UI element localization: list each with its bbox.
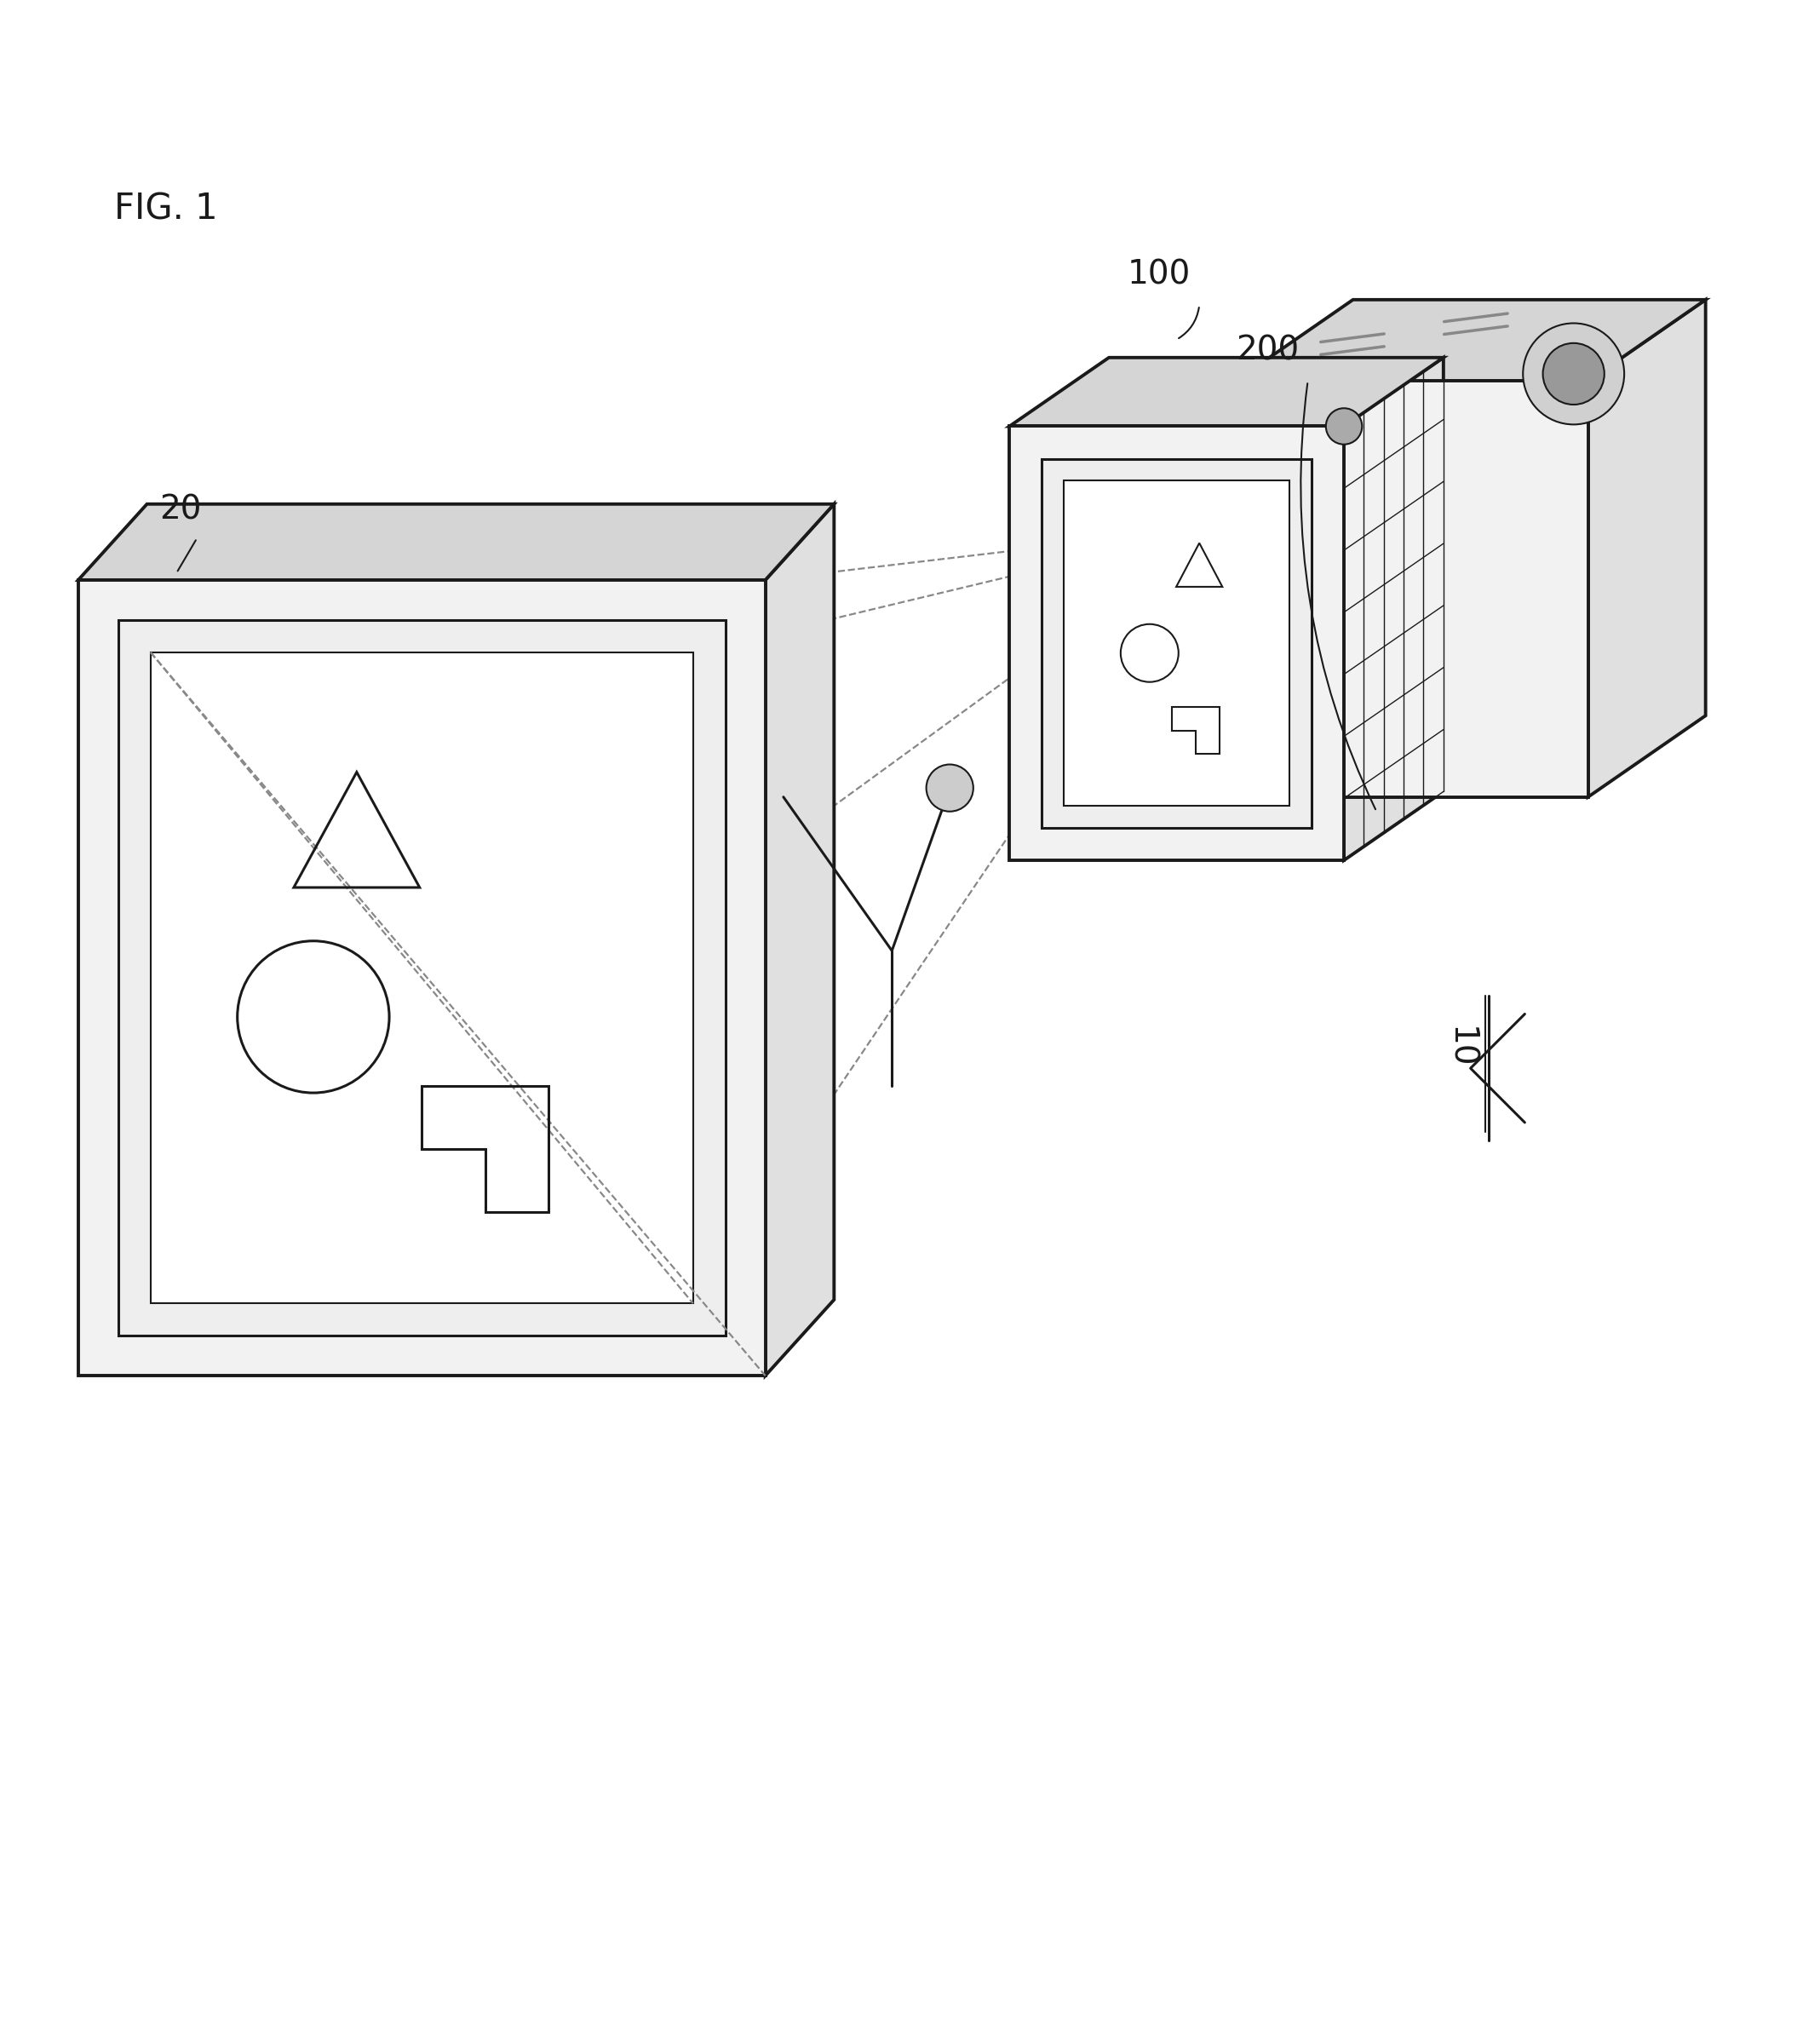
Circle shape bbox=[926, 765, 974, 811]
Polygon shape bbox=[1236, 300, 1705, 381]
Polygon shape bbox=[118, 621, 726, 1336]
Text: FIG. 1: FIG. 1 bbox=[115, 191, 218, 227]
Polygon shape bbox=[151, 653, 693, 1304]
Polygon shape bbox=[1236, 381, 1589, 797]
Text: 20: 20 bbox=[160, 493, 202, 525]
Circle shape bbox=[1543, 343, 1605, 406]
Text: 10: 10 bbox=[1443, 1026, 1476, 1069]
Text: 200: 200 bbox=[1236, 335, 1299, 367]
Circle shape bbox=[1181, 491, 1254, 564]
Polygon shape bbox=[1043, 458, 1312, 827]
Circle shape bbox=[1327, 408, 1361, 444]
Text: 100: 100 bbox=[1127, 258, 1190, 290]
Polygon shape bbox=[1063, 481, 1290, 805]
Polygon shape bbox=[78, 580, 766, 1375]
Circle shape bbox=[1523, 322, 1623, 424]
Polygon shape bbox=[78, 505, 834, 580]
Polygon shape bbox=[1010, 357, 1443, 426]
Polygon shape bbox=[1010, 426, 1343, 860]
Polygon shape bbox=[1589, 300, 1705, 797]
Polygon shape bbox=[766, 505, 834, 1375]
Polygon shape bbox=[1343, 357, 1443, 860]
